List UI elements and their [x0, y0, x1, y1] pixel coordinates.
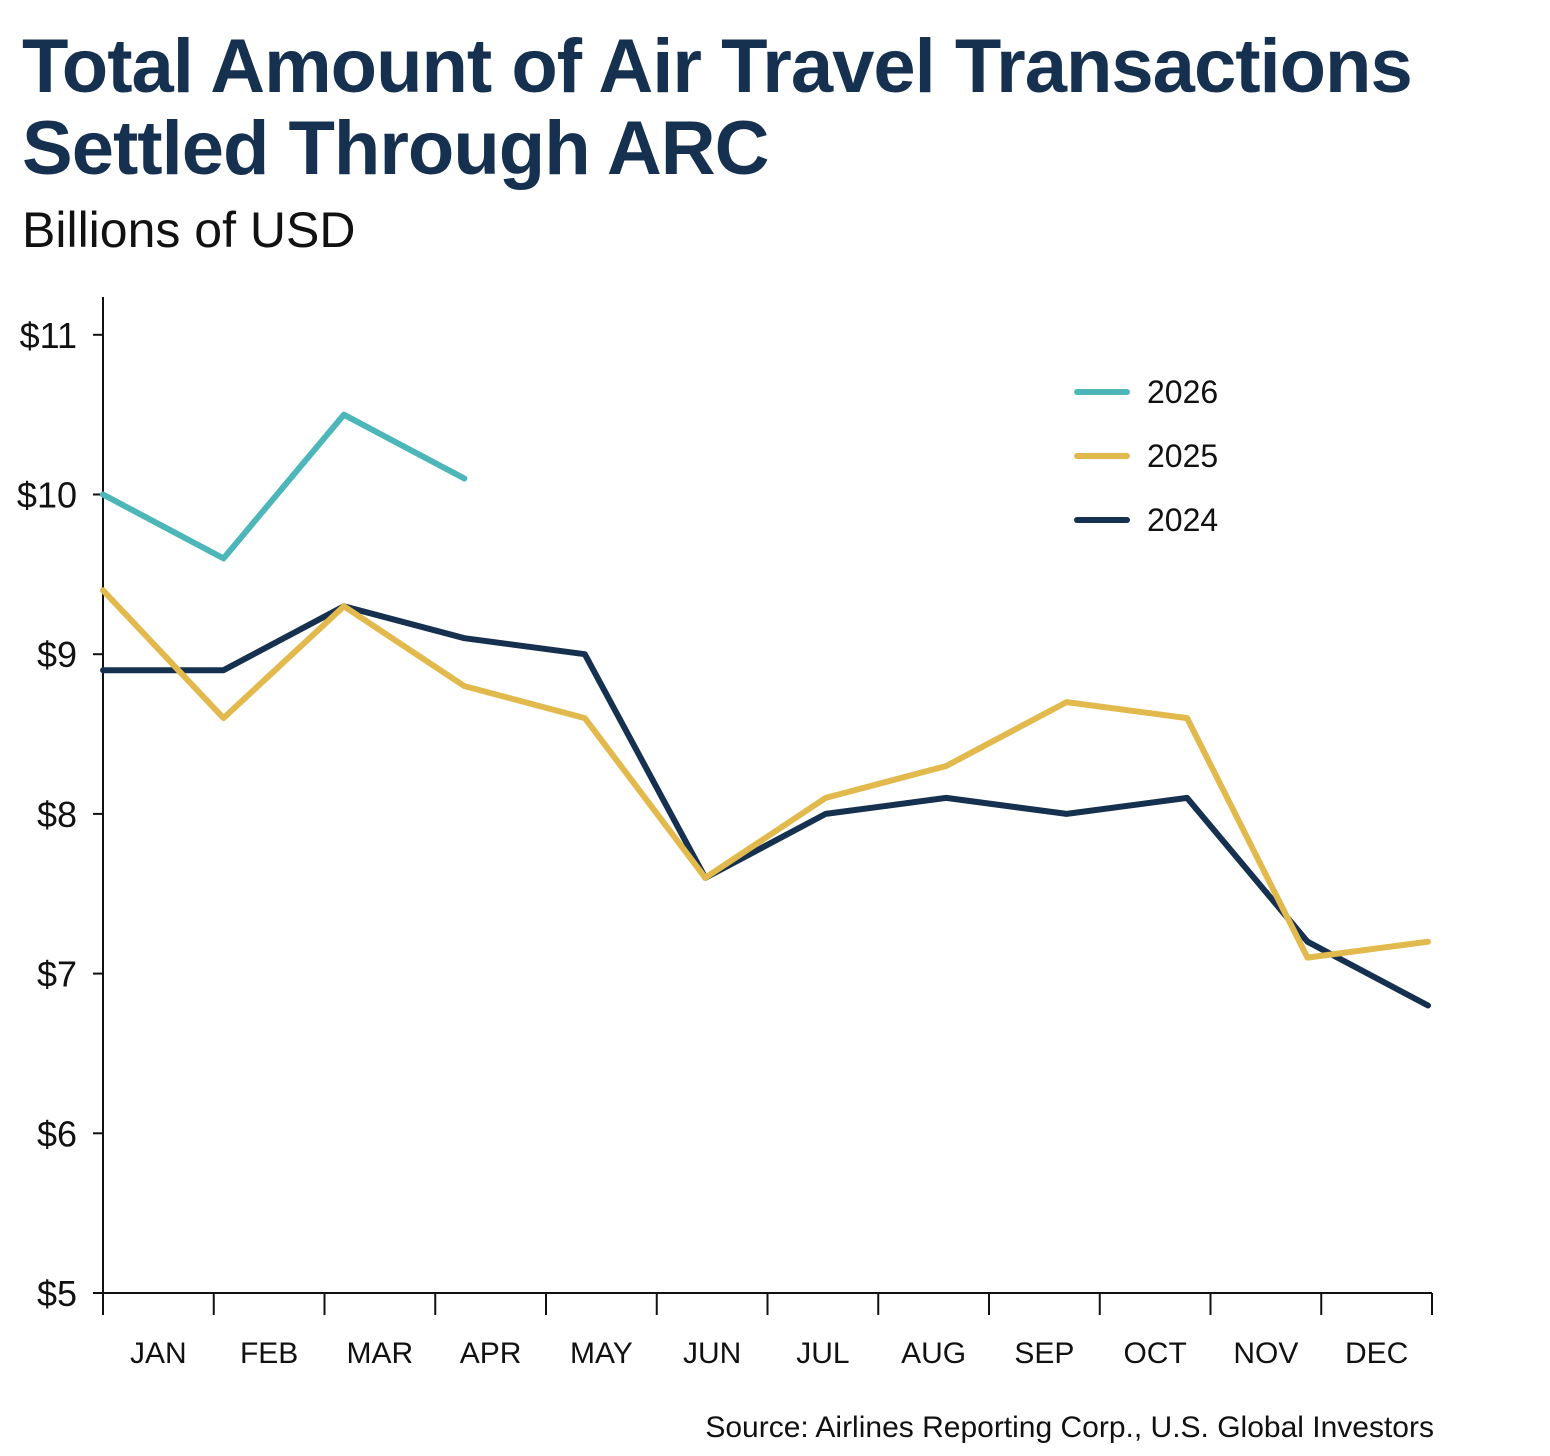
y-tick-label: $5: [37, 1273, 77, 1314]
y-tick-label: $6: [37, 1113, 77, 1154]
x-axis: JAN FEB MAR APR MAY JUN JUL AUG SEP OCT NOV DEC: [102, 1292, 1433, 1370]
x-tick-label: NOV: [1233, 1337, 1298, 1370]
series-line-2024: [100, 603, 1431, 1009]
legend: 2026 2025 2024: [1074, 374, 1218, 538]
source-note: Source: Airlines Reporting Corp., U.S. G…: [705, 1411, 1434, 1444]
x-tick-label: OCT: [1123, 1337, 1186, 1370]
y-tick-label: $9: [37, 634, 77, 675]
y-tick-label: $7: [37, 954, 77, 995]
x-tick-label: MAY: [570, 1337, 633, 1370]
series-line-2026: [100, 411, 468, 562]
x-tick-label: AUG: [901, 1337, 966, 1370]
chart-subtitle: Billions of USD: [22, 202, 356, 258]
x-tick-label: JUL: [796, 1337, 849, 1370]
legend-label-2026: 2026: [1147, 374, 1218, 410]
y-tick-label: $11: [20, 315, 77, 356]
series-lines: [100, 411, 1431, 1009]
x-tick-label: JUN: [683, 1337, 741, 1370]
x-tick-label: SEP: [1014, 1337, 1074, 1370]
x-tick-label: MAR: [347, 1337, 414, 1370]
legend-label-2024: 2024: [1147, 502, 1218, 538]
y-tick-label: $8: [37, 794, 77, 835]
chart-title: Total Amount of Air Travel Transactions …: [22, 24, 1413, 191]
y-tick-label: $10: [17, 475, 77, 516]
series-line-2025: [100, 587, 1431, 961]
y-axis: $5 $6 $7 $8 $9 $10 $11: [17, 297, 104, 1314]
x-tick-label: JAN: [130, 1337, 187, 1370]
x-tick-label: DEC: [1345, 1337, 1408, 1370]
x-tick-label: APR: [460, 1337, 522, 1370]
legend-label-2025: 2025: [1147, 438, 1218, 474]
x-tick-label: FEB: [240, 1337, 298, 1370]
